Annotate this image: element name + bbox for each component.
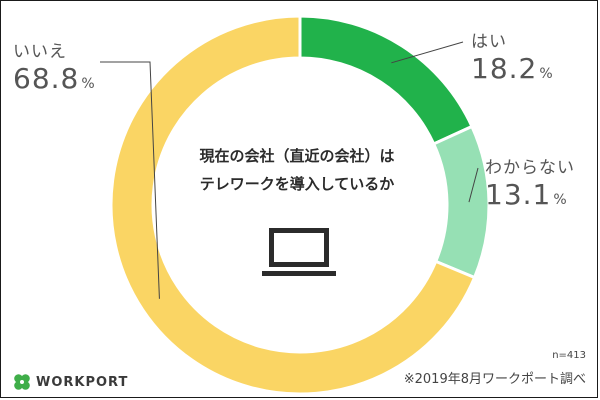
source-note: ※2019年8月ワークポート調べ (403, 372, 586, 387)
label-yes-percent: % (539, 66, 553, 82)
leader-line-no (100, 61, 160, 299)
leader-line-unknown (468, 167, 479, 203)
label-no: いいえ 68.8% (13, 37, 95, 93)
label-yes: はい 18.2% (471, 27, 553, 83)
label-unknown-percent: % (553, 192, 567, 208)
label-no-percent: % (81, 76, 95, 92)
brand-name: WORKPORT (36, 374, 129, 390)
four-leaf-clover-icon (14, 374, 30, 390)
label-unknown: わからない 13.1% (485, 153, 575, 209)
label-no-value: 68.8 (13, 62, 80, 95)
chart-question: 現在の会社（直近の会社）は テレワークを導入しているか (182, 142, 412, 198)
laptop-icon (262, 228, 336, 276)
slice-yes (298, 14, 474, 146)
label-yes-category: はい (471, 32, 507, 52)
label-unknown-category: わからない (485, 158, 575, 178)
label-yes-value: 18.2 (471, 52, 538, 85)
brand-logo: WORKPORT (12, 372, 128, 392)
slice-no (109, 14, 477, 396)
question-line-1: 現在の会社（直近の会社）は (199, 147, 395, 165)
question-line-2: テレワークを導入しているか (199, 175, 395, 193)
label-no-category: いいえ (13, 42, 67, 62)
leader-line-yes (391, 41, 464, 64)
label-unknown-value: 13.1 (485, 178, 552, 211)
slice-unknown (431, 124, 491, 280)
sample-size: n=413 (552, 350, 586, 361)
